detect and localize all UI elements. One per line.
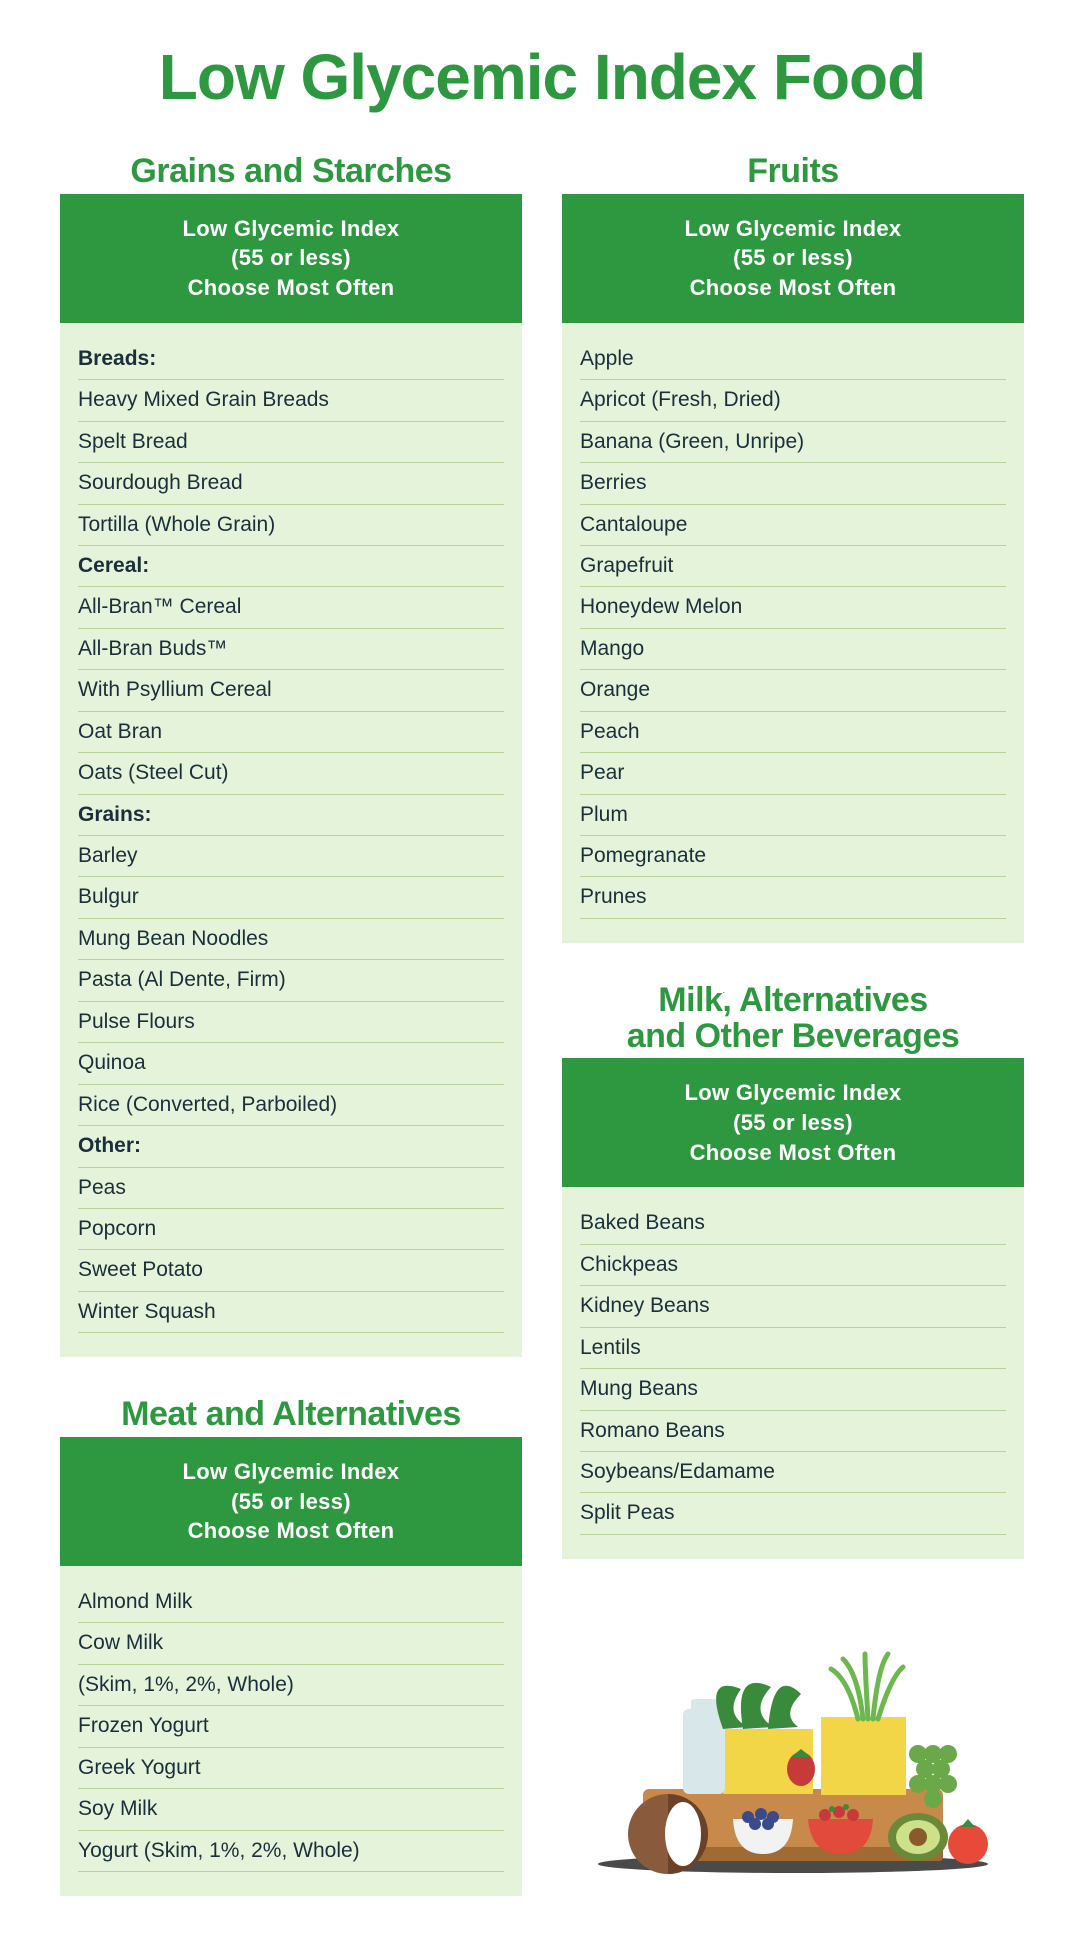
- list-item: Kidney Beans: [580, 1286, 1006, 1327]
- food-illustration: [562, 1619, 1024, 1884]
- list-box-fruits: AppleApricot (Fresh, Dried)Banana (Green…: [562, 323, 1024, 943]
- list-item: Grapefruit: [580, 546, 1006, 587]
- header-line: (55 or less): [70, 1487, 512, 1517]
- list-item: Winter Squash: [78, 1292, 504, 1333]
- list-item: Pear: [580, 753, 1006, 794]
- list-item: Pasta (Al Dente, Firm): [78, 960, 504, 1001]
- list-item: Cantaloupe: [580, 505, 1006, 546]
- header-line: Choose Most Often: [70, 1516, 512, 1546]
- list-item: Pomegranate: [580, 836, 1006, 877]
- list-item: Sourdough Bread: [78, 463, 504, 504]
- list-item: Almond Milk: [78, 1582, 504, 1623]
- header-line: Choose Most Often: [572, 1138, 1014, 1168]
- list-item: Other:: [78, 1126, 504, 1167]
- list-item: Mung Bean Noodles: [78, 919, 504, 960]
- list-item: Sweet Potato: [78, 1250, 504, 1291]
- list-item: Yogurt (Skim, 1%, 2%, Whole): [78, 1831, 504, 1872]
- section-title-grains: Grains and Starches: [60, 154, 522, 190]
- header-box-milk: Low Glycemic Index (55 or less) Choose M…: [562, 1058, 1024, 1187]
- list-item: With Psyllium Cereal: [78, 670, 504, 711]
- right-column: Fruits Low Glycemic Index (55 or less) C…: [562, 154, 1024, 1896]
- header-line: (55 or less): [572, 243, 1014, 273]
- header-box-fruits: Low Glycemic Index (55 or less) Choose M…: [562, 194, 1024, 323]
- list-item: Baked Beans: [580, 1203, 1006, 1244]
- list-item: Plum: [580, 795, 1006, 836]
- list-item: Greek Yogurt: [78, 1748, 504, 1789]
- list-item: Barley: [78, 836, 504, 877]
- header-box-grains: Low Glycemic Index (55 or less) Choose M…: [60, 194, 522, 323]
- list-item: Berries: [580, 463, 1006, 504]
- list-item: Orange: [580, 670, 1006, 711]
- list-item: Mung Beans: [580, 1369, 1006, 1410]
- list-box-grains: Breads:Heavy Mixed Grain BreadsSpelt Bre…: [60, 323, 522, 1358]
- list-item: All-Bran™ Cereal: [78, 587, 504, 628]
- section-title-milk: Milk, Alternatives and Other Beverages: [562, 983, 1024, 1054]
- list-item: Prunes: [580, 877, 1006, 918]
- header-line: (55 or less): [572, 1108, 1014, 1138]
- list-item: Heavy Mixed Grain Breads: [78, 380, 504, 421]
- header-line: Low Glycemic Index: [572, 214, 1014, 244]
- list-item: Soy Milk: [78, 1789, 504, 1830]
- header-line: Low Glycemic Index: [70, 1457, 512, 1487]
- section-meat: Meat and Alternatives Low Glycemic Index…: [60, 1397, 522, 1896]
- list-item: Romano Beans: [580, 1411, 1006, 1452]
- list-item: Soybeans/Edamame: [580, 1452, 1006, 1493]
- list-item: Pulse Flours: [78, 1002, 504, 1043]
- section-title-milk-l1: Milk, Alternatives: [658, 981, 927, 1019]
- section-milk: Milk, Alternatives and Other Beverages L…: [562, 983, 1024, 1559]
- section-fruits: Fruits Low Glycemic Index (55 or less) C…: [562, 154, 1024, 943]
- header-line: Choose Most Often: [70, 273, 512, 303]
- list-box-meat: Almond MilkCow Milk(Skim, 1%, 2%, Whole)…: [60, 1566, 522, 1896]
- section-title-meat: Meat and Alternatives: [60, 1397, 522, 1433]
- section-title-milk-l2: and Other Beverages: [627, 1017, 960, 1055]
- list-item: (Skim, 1%, 2%, Whole): [78, 1665, 504, 1706]
- list-item: All-Bran Buds™: [78, 629, 504, 670]
- list-box-milk: Baked BeansChickpeasKidney BeansLentilsM…: [562, 1187, 1024, 1559]
- list-item: Oat Bran: [78, 712, 504, 753]
- list-item: Honeydew Melon: [580, 587, 1006, 628]
- food-illustration-icon: [573, 1619, 1013, 1879]
- list-item: Grains:: [78, 795, 504, 836]
- list-item: Apple: [580, 339, 1006, 380]
- list-item: Rice (Converted, Parboiled): [78, 1085, 504, 1126]
- list-item: Oats (Steel Cut): [78, 753, 504, 794]
- list-item: Quinoa: [78, 1043, 504, 1084]
- section-grains: Grains and Starches Low Glycemic Index (…: [60, 154, 522, 1357]
- list-item: Frozen Yogurt: [78, 1706, 504, 1747]
- list-item: Split Peas: [580, 1493, 1006, 1534]
- section-title-fruits: Fruits: [562, 154, 1024, 190]
- list-item: Mango: [580, 629, 1006, 670]
- header-line: Choose Most Often: [572, 273, 1014, 303]
- header-line: Low Glycemic Index: [70, 214, 512, 244]
- header-line: Low Glycemic Index: [572, 1078, 1014, 1108]
- list-item: Lentils: [580, 1328, 1006, 1369]
- list-item: Peas: [78, 1168, 504, 1209]
- header-line: (55 or less): [70, 243, 512, 273]
- list-item: Breads:: [78, 339, 504, 380]
- header-box-meat: Low Glycemic Index (55 or less) Choose M…: [60, 1437, 522, 1566]
- page-title: Low Glycemic Index Food: [60, 40, 1024, 114]
- list-item: Bulgur: [78, 877, 504, 918]
- list-item: Cow Milk: [78, 1623, 504, 1664]
- left-column: Grains and Starches Low Glycemic Index (…: [60, 154, 522, 1896]
- list-item: Tortilla (Whole Grain): [78, 505, 504, 546]
- list-item: Popcorn: [78, 1209, 504, 1250]
- list-item: Apricot (Fresh, Dried): [580, 380, 1006, 421]
- list-item: Cereal:: [78, 546, 504, 587]
- list-item: Spelt Bread: [78, 422, 504, 463]
- columns-wrapper: Grains and Starches Low Glycemic Index (…: [60, 154, 1024, 1896]
- list-item: Chickpeas: [580, 1245, 1006, 1286]
- list-item: Banana (Green, Unripe): [580, 422, 1006, 463]
- list-item: Peach: [580, 712, 1006, 753]
